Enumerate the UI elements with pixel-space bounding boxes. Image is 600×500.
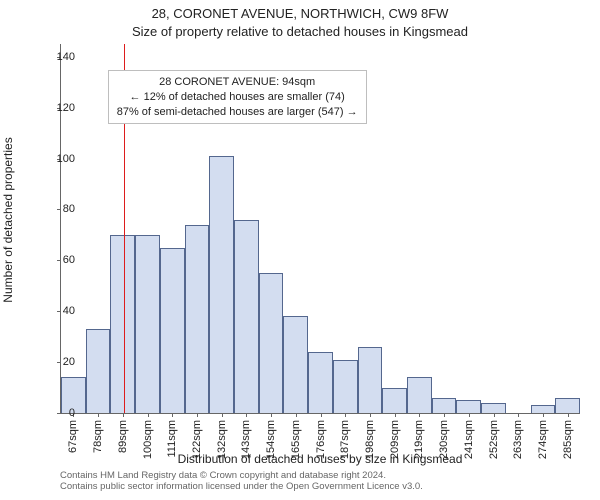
x-tick <box>395 413 396 417</box>
x-axis-label: Distribution of detached houses by size … <box>60 452 580 466</box>
x-tick <box>296 413 297 417</box>
annotation-line2: ← 12% of detached houses are smaller (74… <box>130 91 345 103</box>
x-tick-label: 78sqm <box>92 420 104 453</box>
histogram-bar <box>234 220 259 413</box>
histogram-bar <box>432 398 457 413</box>
annotation-line1: 28 CORONET AVENUE: 94sqm <box>159 76 315 88</box>
histogram-bar <box>407 377 432 413</box>
x-tick <box>345 413 346 417</box>
chart-title-line2: Size of property relative to detached ho… <box>0 24 600 39</box>
y-tick-label: 20 <box>45 356 75 368</box>
histogram-bar <box>358 347 383 413</box>
chart-title-line1: 28, CORONET AVENUE, NORTHWICH, CW9 8FW <box>0 6 600 21</box>
x-tick-label: 89sqm <box>117 420 129 453</box>
footer-line1: Contains HM Land Registry data © Crown c… <box>60 470 386 481</box>
chart-container: 28, CORONET AVENUE, NORTHWICH, CW9 8FW S… <box>0 0 600 500</box>
x-tick <box>518 413 519 417</box>
annotation-line3: 87% of semi-detached houses are larger (… <box>117 106 358 118</box>
histogram-bar <box>382 388 407 413</box>
histogram-bar <box>555 398 580 413</box>
histogram-bar <box>481 403 506 413</box>
x-tick-label: 67sqm <box>67 420 79 453</box>
y-tick-label: 80 <box>45 203 75 215</box>
x-tick <box>543 413 544 417</box>
x-tick <box>197 413 198 417</box>
x-tick <box>568 413 569 417</box>
histogram-bar <box>456 400 481 413</box>
histogram-bar <box>259 273 284 413</box>
x-tick <box>98 413 99 417</box>
histogram-bar <box>333 360 358 413</box>
y-tick-label: 0 <box>45 407 75 419</box>
x-tick <box>271 413 272 417</box>
histogram-bar <box>110 235 135 413</box>
x-tick <box>494 413 495 417</box>
y-tick-label: 40 <box>45 305 75 317</box>
x-tick <box>321 413 322 417</box>
x-tick <box>469 413 470 417</box>
histogram-bar <box>209 156 234 413</box>
footer-line2: Contains public sector information licen… <box>60 481 423 492</box>
y-tick-label: 140 <box>45 51 75 63</box>
histogram-bar <box>86 329 111 413</box>
x-tick <box>419 413 420 417</box>
histogram-bar <box>308 352 333 413</box>
y-tick-label: 120 <box>45 102 75 114</box>
x-tick <box>123 413 124 417</box>
footer-attribution: Contains HM Land Registry data © Crown c… <box>60 470 580 493</box>
histogram-bar <box>160 248 185 413</box>
histogram-bar <box>531 405 556 413</box>
histogram-bar <box>185 225 210 413</box>
x-tick <box>246 413 247 417</box>
x-tick <box>222 413 223 417</box>
annotation-box: 28 CORONET AVENUE: 94sqm ← 12% of detache… <box>108 70 367 125</box>
x-tick <box>148 413 149 417</box>
histogram-bar <box>283 316 308 413</box>
x-tick <box>444 413 445 417</box>
x-tick <box>370 413 371 417</box>
plot-area: 67sqm78sqm89sqm100sqm111sqm122sqm132sqm1… <box>60 44 580 414</box>
y-axis-label: Number of detached properties <box>1 137 15 302</box>
x-tick <box>172 413 173 417</box>
y-tick-label: 100 <box>45 153 75 165</box>
histogram-bar <box>135 235 160 413</box>
y-tick-label: 60 <box>45 254 75 266</box>
